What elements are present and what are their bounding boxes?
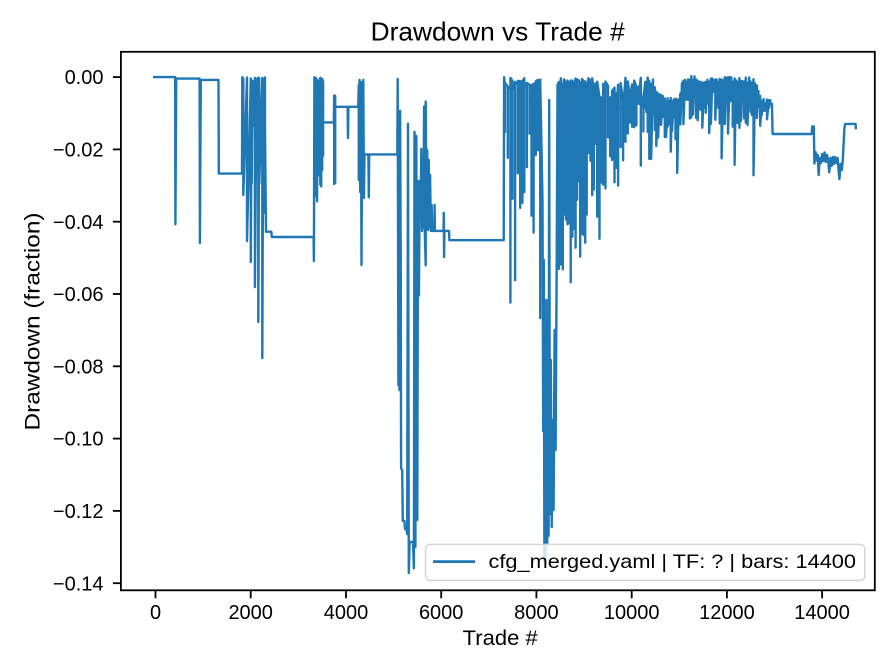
svg-text:−0.06: −0.06 — [53, 284, 104, 306]
svg-text:−0.08: −0.08 — [53, 356, 104, 378]
svg-text:2000: 2000 — [228, 602, 273, 624]
svg-text:Drawdown (fraction): Drawdown (fraction) — [22, 213, 45, 431]
svg-text:0: 0 — [150, 602, 161, 624]
svg-text:cfg_merged.yaml | TF: ? | bars: cfg_merged.yaml | TF: ? | bars: 14400 — [489, 551, 857, 573]
svg-text:−0.04: −0.04 — [53, 212, 104, 234]
svg-text:−0.02: −0.02 — [53, 140, 104, 162]
svg-text:8000: 8000 — [514, 602, 559, 624]
svg-text:6000: 6000 — [419, 602, 464, 624]
svg-text:−0.10: −0.10 — [53, 429, 104, 451]
svg-text:12000: 12000 — [699, 602, 755, 624]
svg-text:−0.14: −0.14 — [53, 573, 104, 595]
svg-text:4000: 4000 — [324, 602, 369, 624]
svg-text:14000: 14000 — [794, 602, 850, 624]
svg-text:10000: 10000 — [604, 602, 660, 624]
svg-text:0.00: 0.00 — [65, 67, 104, 89]
svg-text:Drawdown vs Trade #: Drawdown vs Trade # — [371, 16, 626, 46]
svg-text:Trade #: Trade # — [463, 627, 538, 650]
svg-text:−0.12: −0.12 — [53, 501, 104, 523]
